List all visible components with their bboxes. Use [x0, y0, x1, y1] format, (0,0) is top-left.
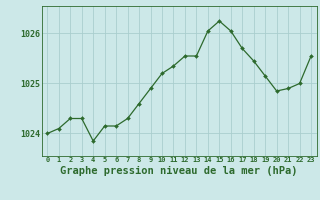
- X-axis label: Graphe pression niveau de la mer (hPa): Graphe pression niveau de la mer (hPa): [60, 166, 298, 176]
